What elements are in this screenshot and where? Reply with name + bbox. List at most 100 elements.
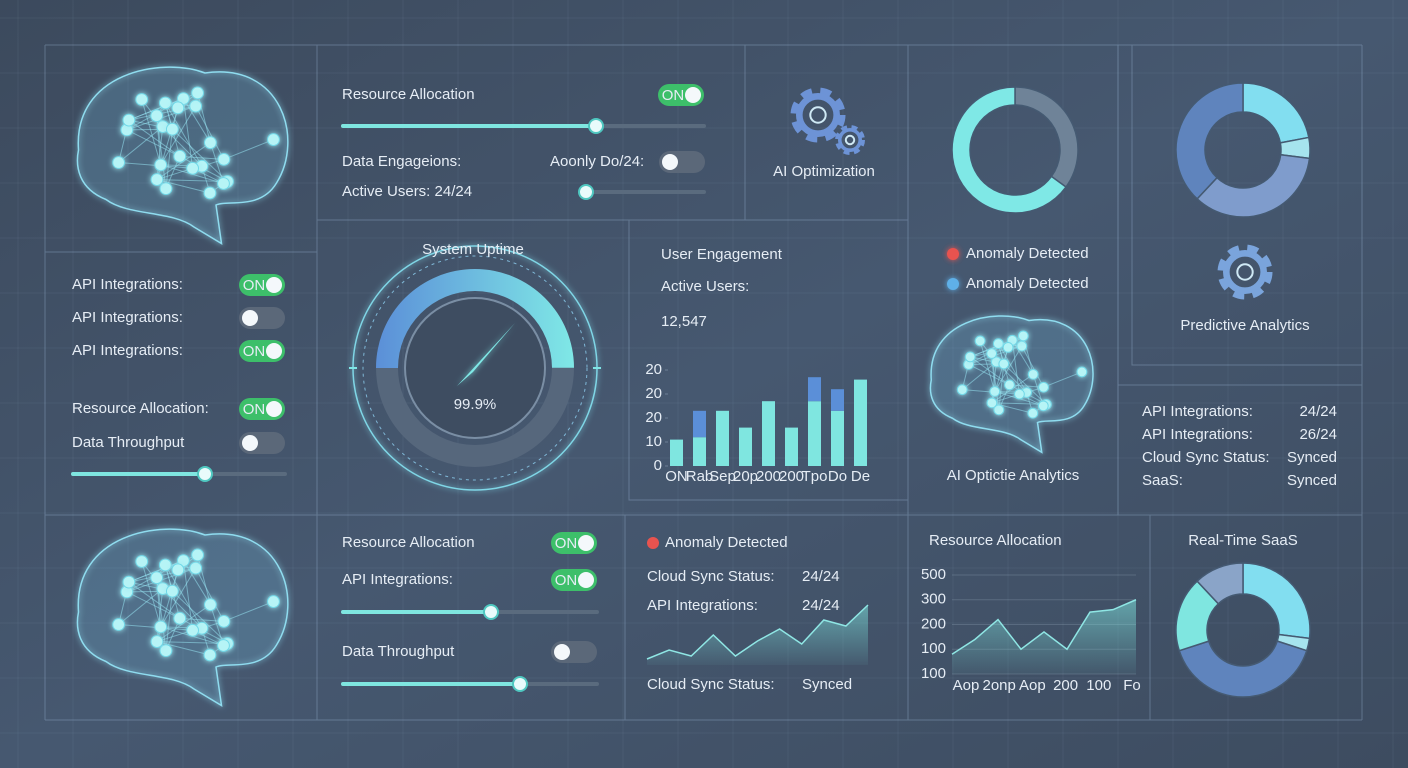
brain-node xyxy=(1017,330,1029,342)
row-label: Data Engageions: xyxy=(342,153,461,170)
line-series xyxy=(951,599,1137,655)
brain-link xyxy=(141,561,162,627)
stat-value: Synced xyxy=(1287,449,1337,466)
brain-link xyxy=(164,102,203,167)
brain-node xyxy=(122,575,136,589)
brain-node xyxy=(191,86,204,100)
toggle-knob xyxy=(266,401,282,417)
brain-node xyxy=(1027,407,1039,419)
brain-node xyxy=(203,136,217,150)
y-tick-label: 300 xyxy=(921,591,946,608)
bar xyxy=(716,410,729,466)
brain-link xyxy=(209,604,224,646)
toggle-knob xyxy=(578,535,594,551)
brain-icon xyxy=(76,66,289,245)
brain-node xyxy=(135,93,149,106)
slider-knob[interactable] xyxy=(197,466,213,482)
brain-node xyxy=(150,571,164,585)
chart-subtitle: Active Users: xyxy=(661,278,749,295)
slider-knob[interactable] xyxy=(483,604,499,620)
brain-node xyxy=(1014,388,1025,400)
area-line xyxy=(646,604,869,660)
slider-knob[interactable] xyxy=(588,118,604,134)
slider-knob[interactable] xyxy=(578,184,594,200)
row-label: API Integrations: xyxy=(72,276,183,293)
x-tick-label: Fo xyxy=(1123,677,1141,694)
toggle-label: ON xyxy=(555,535,578,552)
toggle-knob xyxy=(242,435,258,451)
brain-link xyxy=(182,560,194,631)
brain-node xyxy=(186,161,199,175)
bar xyxy=(808,401,821,466)
toggle-knob xyxy=(578,572,594,588)
chart-title: System Uptime xyxy=(422,241,524,258)
brain-link xyxy=(223,601,274,622)
stat-label: SaaS: xyxy=(1142,472,1183,489)
brain-node xyxy=(1002,342,1014,353)
brain-node xyxy=(112,618,126,631)
row-label: Aoonly Do/24: xyxy=(550,153,644,170)
status-label: Cloud Sync Status: xyxy=(647,676,775,693)
gear-hub xyxy=(809,106,827,124)
bar xyxy=(808,377,821,402)
brain-link xyxy=(128,119,181,157)
gear-body xyxy=(837,128,862,153)
brain-node xyxy=(173,149,187,163)
brain-node xyxy=(203,598,217,612)
status-label: Cloud Sync Status: xyxy=(647,568,775,585)
brain-link xyxy=(126,129,180,157)
brain-node xyxy=(964,351,976,363)
brain-node xyxy=(154,158,168,172)
alert-text: Anomaly Detected xyxy=(966,245,1089,262)
brain-node xyxy=(267,133,280,146)
x-tick-label: De xyxy=(851,468,870,485)
toggle-knob xyxy=(662,154,678,170)
brain-link xyxy=(182,98,211,143)
toggle-knob xyxy=(242,310,258,326)
area-fill xyxy=(647,605,868,665)
brain-link xyxy=(1032,374,1044,407)
brain-link xyxy=(118,126,164,163)
brain-node xyxy=(150,173,164,186)
row-label: Resource Allocation xyxy=(342,86,475,103)
brain-node xyxy=(112,156,126,169)
brain-link xyxy=(968,364,1010,386)
alert-dot xyxy=(947,278,959,290)
brain-link xyxy=(998,363,1005,410)
brain-link xyxy=(118,588,164,625)
gauge-needle xyxy=(457,323,515,386)
brain-node xyxy=(1027,368,1039,380)
brain-link xyxy=(1043,371,1083,388)
toggle-label: ON xyxy=(243,343,266,360)
panel-title: AI Optimization xyxy=(773,163,875,180)
x-tick-label: Rab xyxy=(686,468,714,485)
brain-node xyxy=(191,548,204,562)
brain-node xyxy=(217,614,231,628)
row-label: Active Users: 24/24 xyxy=(342,183,472,200)
x-tick-label: Do xyxy=(828,468,847,485)
brain-node xyxy=(217,177,230,190)
stat-label: API Integrations: xyxy=(1142,426,1253,443)
brain-link xyxy=(182,560,211,605)
brain-link xyxy=(172,590,228,644)
chart-title: Resource Allocation xyxy=(929,532,1062,549)
slider-knob[interactable] xyxy=(512,676,528,692)
brain-link xyxy=(164,564,203,629)
brain-node xyxy=(203,648,217,662)
brain-node xyxy=(165,584,179,598)
brain-node xyxy=(217,152,231,166)
y-tick-label: 200 xyxy=(921,615,946,632)
gear-teeth xyxy=(835,125,865,155)
brain-node xyxy=(186,623,199,637)
toggle-knob xyxy=(266,277,282,293)
bar xyxy=(739,427,752,466)
donut-segment xyxy=(1196,562,1244,605)
y-tick-label: 0 xyxy=(654,457,662,474)
brain-node xyxy=(989,386,1001,397)
bar xyxy=(693,437,706,466)
status-label: API Integrations: xyxy=(647,597,758,614)
alert-text: Anomaly Detected xyxy=(665,534,788,551)
brain-link xyxy=(979,340,996,392)
brain-link xyxy=(195,105,225,160)
x-tick-label: ON xyxy=(665,468,688,485)
